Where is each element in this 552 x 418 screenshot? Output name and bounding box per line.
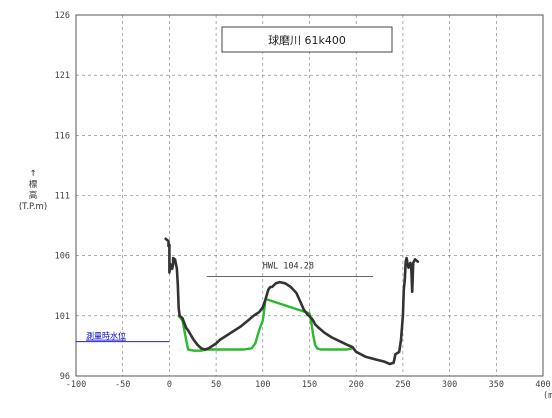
- plot-frame: [75, 14, 544, 377]
- y-tick-labels: 96 101 106 111 116 121 126: [55, 11, 70, 382]
- y-tick-label: 126: [55, 11, 70, 21]
- x-tick-labels: -100 -50 0 50 100 150 200 250 300 350 400: [66, 380, 551, 390]
- y-axis-label-part: ↑: [29, 169, 36, 179]
- y-axis-label: ↑標高(T.P.m): [19, 169, 47, 212]
- x-tick-label: 150: [302, 380, 317, 390]
- x-tick-label: 250: [395, 380, 410, 390]
- y-axis-label-part: (T.P.m): [19, 202, 47, 212]
- x-tick-label: 50: [211, 380, 221, 390]
- title-box: [221, 26, 393, 53]
- y-tick-label: 111: [55, 192, 70, 202]
- y-tick-label: 121: [55, 71, 70, 81]
- x-tick-label: 350: [489, 380, 504, 390]
- water-level-annotation: 測量時水位: [76, 331, 170, 343]
- chart-title-box: 球磨川 61k400: [221, 26, 393, 53]
- y-axis-label-part: 標: [29, 179, 38, 190]
- y-tick-label: 106: [55, 252, 70, 262]
- x-tick-label: 400: [535, 380, 550, 390]
- x-tick-label: -100: [66, 380, 86, 390]
- x-tick-label: 100: [255, 380, 270, 390]
- series-line-planned-section: [177, 297, 354, 352]
- x-tick-label: 300: [442, 380, 457, 390]
- water-level-label: 測量時水位: [86, 331, 126, 341]
- y-axis-label-part: 高: [29, 190, 38, 201]
- x-tick-label: 0: [167, 380, 172, 390]
- hwl-label: HWL 104.28: [263, 261, 314, 271]
- chart-title: 球磨川 61k400: [268, 33, 346, 47]
- hwl-annotation: HWL 104.28: [206, 261, 374, 277]
- series-line-surveyed-section: [164, 237, 420, 366]
- y-tick-label: 101: [55, 312, 70, 322]
- x-axis-unit-label: (m: [543, 391, 552, 401]
- y-tick-label: 116: [55, 131, 70, 141]
- x-tick-label: -50: [115, 380, 130, 390]
- series-layer: [164, 237, 420, 366]
- x-tick-label: 200: [349, 380, 364, 390]
- grid-lines: [76, 15, 543, 376]
- y-tick-label: 96: [60, 372, 70, 382]
